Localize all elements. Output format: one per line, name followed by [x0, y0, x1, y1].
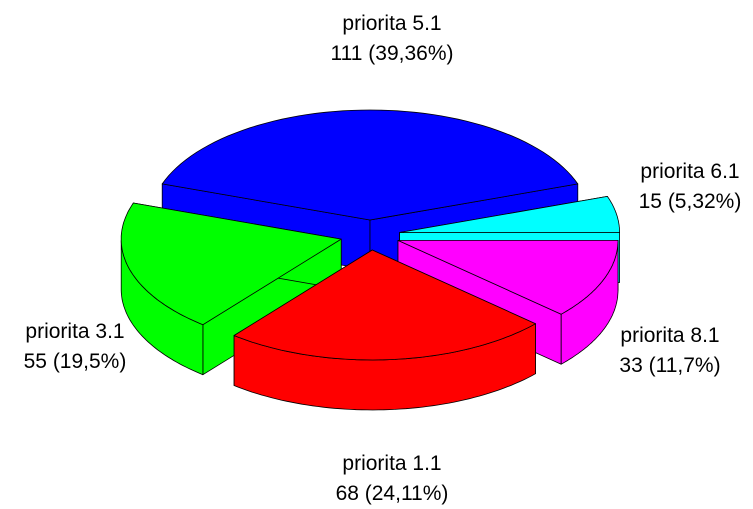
slice-top [120, 202, 342, 326]
slice-label: priorita 5.1 [342, 12, 441, 35]
value-label: 15 (5,32%) [639, 190, 742, 213]
slice-top [397, 239, 619, 315]
slice-top [399, 195, 620, 233]
slice-label: priorita 8.1 [620, 324, 719, 347]
slice-label: priorita 6.1 [640, 160, 739, 183]
slice-top [161, 109, 579, 221]
slice-label: priorita 3.1 [25, 320, 124, 343]
value-label: 111 (39,36%) [331, 42, 454, 65]
value-label: 55 (19,5%) [24, 350, 127, 373]
slice-top [233, 249, 536, 361]
value-label: 33 (11,7%) [619, 354, 720, 377]
pie-slice [233, 249, 536, 411]
value-label: 68 (24,11%) [336, 482, 449, 505]
slice-label: priorita 1.1 [342, 452, 441, 475]
